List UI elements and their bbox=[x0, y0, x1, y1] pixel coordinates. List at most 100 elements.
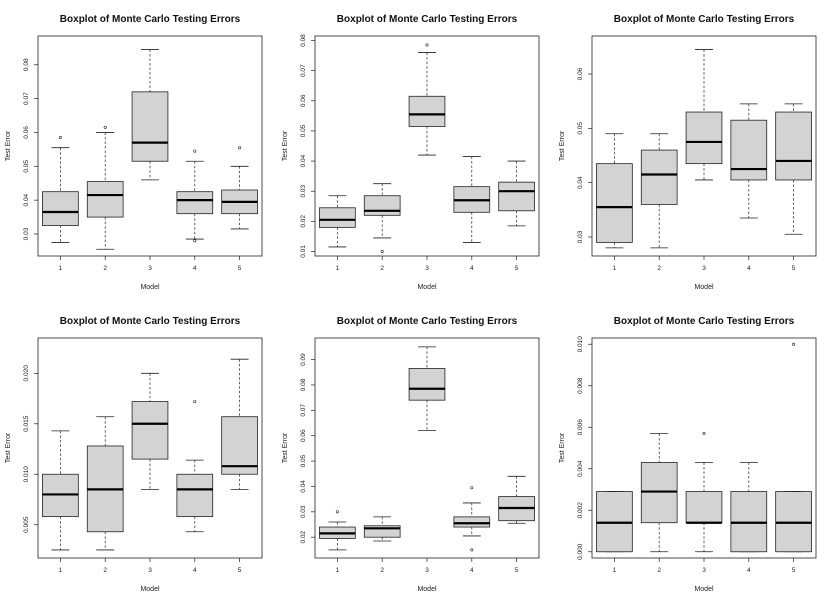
y-tick-label: 0.03 bbox=[300, 184, 307, 197]
box-model-1 bbox=[319, 510, 356, 551]
box-model-2 bbox=[363, 183, 401, 253]
x-tick-label: 4 bbox=[470, 567, 474, 574]
box-iqr bbox=[176, 473, 214, 518]
y-tick-label: 0.015 bbox=[23, 415, 30, 432]
box-iqr bbox=[131, 401, 169, 460]
x-tick-label: 3 bbox=[425, 265, 429, 272]
x-tick-label: 4 bbox=[747, 265, 751, 272]
x-axis-label: Model bbox=[417, 284, 437, 291]
box-model-2 bbox=[640, 433, 678, 553]
box-iqr bbox=[176, 191, 214, 215]
box-iqr bbox=[775, 111, 812, 181]
box-model-4 bbox=[730, 103, 768, 219]
x-tick-label: 5 bbox=[238, 265, 242, 272]
boxplot-panel-5: Boxplot of Monte Carlo Testing Errors 0.0… bbox=[282, 316, 540, 593]
y-tick-label: 0.08 bbox=[300, 378, 307, 391]
box-iqr bbox=[640, 149, 678, 205]
y-axis-label: Test Error bbox=[282, 130, 289, 161]
x-axis-label: Model bbox=[694, 586, 714, 593]
chart-title: Boxplot of Monte Carlo Testing Errors bbox=[337, 316, 518, 327]
x-tick-label: 1 bbox=[336, 265, 340, 272]
y-tick-label: 0.01 bbox=[300, 245, 307, 258]
y-tick-label: 0.03 bbox=[577, 230, 584, 243]
x-tick-label: 5 bbox=[515, 265, 519, 272]
y-tick-label: 0.010 bbox=[577, 336, 584, 353]
x-tick-label: 1 bbox=[613, 265, 617, 272]
y-tick-label: 0.06 bbox=[300, 429, 307, 442]
x-tick-label: 2 bbox=[380, 265, 384, 272]
x-tick-label: 2 bbox=[380, 567, 384, 574]
y-tick-label: 0.010 bbox=[23, 466, 30, 483]
x-tick-label: 5 bbox=[238, 567, 242, 574]
x-tick-label: 3 bbox=[702, 567, 706, 574]
y-tick-label: 0.05 bbox=[577, 122, 584, 135]
box-iqr bbox=[730, 119, 768, 181]
y-tick-label: 0.08 bbox=[23, 58, 30, 71]
x-axis-label: Model bbox=[417, 586, 437, 593]
box-model-2 bbox=[640, 133, 678, 249]
box-iqr bbox=[408, 368, 446, 401]
chart-title: Boxplot of Monte Carlo Testing Errors bbox=[60, 316, 241, 327]
y-tick-label: 0.04 bbox=[300, 480, 307, 493]
chart-title: Boxplot of Monte Carlo Testing Errors bbox=[60, 14, 241, 25]
y-axis-label: Test Error bbox=[5, 432, 12, 463]
chart-title: Boxplot of Monte Carlo Testing Errors bbox=[614, 316, 795, 327]
y-axis-label: Test Error bbox=[559, 130, 566, 161]
y-tick-label: 0.06 bbox=[577, 67, 584, 80]
box-model-5 bbox=[498, 475, 535, 524]
box-iqr bbox=[363, 525, 401, 538]
y-tick-label: 0.06 bbox=[23, 126, 30, 139]
y-tick-label: 0.000 bbox=[577, 543, 584, 560]
outlier-point bbox=[193, 239, 197, 243]
y-tick-label: 0.020 bbox=[23, 365, 30, 382]
x-tick-label: 2 bbox=[657, 265, 661, 272]
box-model-3 bbox=[408, 346, 446, 432]
outlier-point bbox=[702, 431, 706, 435]
x-tick-label: 3 bbox=[148, 265, 152, 272]
boxplot-panel-1: Boxplot of Monte Carlo Testing Errors 0.0… bbox=[5, 14, 263, 291]
box-model-1 bbox=[42, 430, 79, 551]
x-tick-label: 1 bbox=[613, 567, 617, 574]
y-tick-label: 0.09 bbox=[300, 353, 307, 366]
box-model-1 bbox=[42, 136, 79, 243]
box-model-5 bbox=[221, 358, 258, 490]
box-iqr bbox=[319, 207, 356, 228]
chart-title: Boxplot of Monte Carlo Testing Errors bbox=[614, 14, 795, 25]
outlier-point bbox=[425, 43, 429, 47]
box-model-4 bbox=[730, 462, 768, 553]
boxplot-panel-3: Boxplot of Monte Carlo Testing Errors 0.0… bbox=[559, 14, 817, 291]
y-tick-label: 0.05 bbox=[300, 454, 307, 467]
x-tick-label: 2 bbox=[657, 567, 661, 574]
x-tick-label: 1 bbox=[336, 567, 340, 574]
box-model-3 bbox=[685, 431, 723, 553]
outlier-point bbox=[193, 400, 197, 404]
x-tick-label: 5 bbox=[792, 567, 796, 574]
box-model-4 bbox=[176, 149, 214, 243]
boxplot-panel-4: Boxplot of Monte Carlo Testing Errors 0.0… bbox=[5, 316, 263, 593]
box-iqr bbox=[685, 111, 723, 165]
y-tick-label: 0.006 bbox=[577, 419, 584, 436]
box-iqr bbox=[221, 416, 258, 475]
x-tick-label: 5 bbox=[515, 567, 519, 574]
x-tick-label: 1 bbox=[59, 567, 63, 574]
box-model-4 bbox=[453, 486, 491, 552]
y-tick-label: 0.04 bbox=[23, 193, 30, 206]
y-axis-label: Test Error bbox=[559, 432, 566, 463]
box-iqr bbox=[685, 491, 723, 524]
x-axis-label: Model bbox=[140, 586, 160, 593]
x-tick-label: 2 bbox=[103, 265, 107, 272]
box-model-1 bbox=[596, 133, 633, 249]
x-axis-label: Model bbox=[694, 284, 714, 291]
box-iqr bbox=[408, 95, 446, 127]
x-tick-label: 3 bbox=[702, 265, 706, 272]
outlier-point bbox=[58, 136, 62, 140]
y-tick-label: 0.04 bbox=[300, 154, 307, 167]
outlier-point bbox=[335, 510, 339, 514]
x-tick-label: 4 bbox=[747, 567, 751, 574]
outlier-point bbox=[380, 249, 384, 253]
y-tick-label: 0.02 bbox=[300, 530, 307, 543]
outlier-point bbox=[470, 548, 474, 552]
y-tick-label: 0.03 bbox=[23, 227, 30, 240]
box-model-5 bbox=[498, 160, 535, 227]
box-model-5 bbox=[775, 103, 812, 235]
